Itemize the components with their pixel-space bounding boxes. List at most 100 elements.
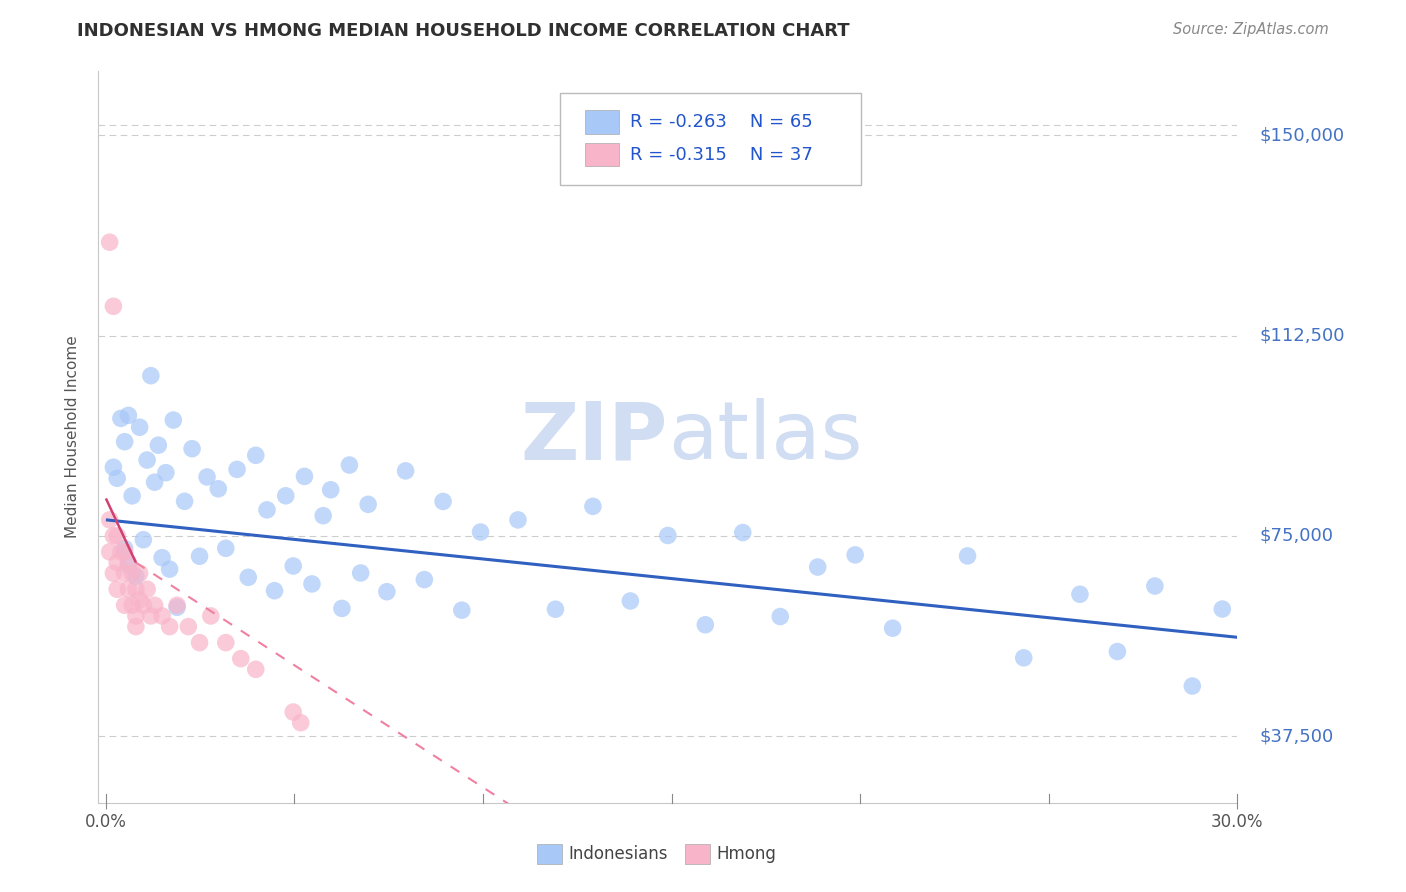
Point <box>103 529 125 543</box>
Point <box>117 409 139 423</box>
Point <box>506 513 529 527</box>
Point <box>290 715 312 730</box>
Point <box>150 550 173 565</box>
Point <box>125 569 148 583</box>
Point <box>110 545 132 559</box>
Point <box>394 464 416 478</box>
Point <box>105 582 128 597</box>
Text: $150,000: $150,000 <box>1260 127 1346 145</box>
Point <box>155 466 177 480</box>
Point <box>432 494 454 508</box>
Point <box>103 299 125 313</box>
Point <box>229 651 252 665</box>
Text: Hmong: Hmong <box>717 845 776 863</box>
Point <box>195 470 218 484</box>
Text: INDONESIAN VS HMONG MEDIAN HOUSEHOLD INCOME CORRELATION CHART: INDONESIAN VS HMONG MEDIAN HOUSEHOLD INC… <box>77 22 851 40</box>
Point <box>98 513 121 527</box>
Point <box>98 235 121 250</box>
Point <box>114 545 136 559</box>
Point <box>350 566 373 580</box>
Point <box>1181 679 1204 693</box>
Text: R = -0.315    N = 37: R = -0.315 N = 37 <box>630 145 813 164</box>
Point <box>132 599 155 613</box>
Point <box>238 570 260 584</box>
Point <box>125 582 148 597</box>
Point <box>121 566 143 581</box>
Point <box>103 566 125 581</box>
Point <box>695 617 717 632</box>
Point <box>150 609 173 624</box>
Point <box>117 558 139 572</box>
FancyBboxPatch shape <box>685 844 710 864</box>
Point <box>245 662 267 676</box>
Point <box>375 584 398 599</box>
Point <box>807 560 830 574</box>
Y-axis label: Median Household Income: Median Household Income <box>65 335 80 539</box>
Point <box>956 549 979 563</box>
Point <box>1012 650 1035 665</box>
Point <box>188 549 211 564</box>
Point <box>215 635 238 649</box>
Point <box>128 593 150 607</box>
Point <box>121 599 143 613</box>
Point <box>283 559 305 574</box>
Point <box>139 368 162 383</box>
FancyBboxPatch shape <box>585 110 619 134</box>
Point <box>98 545 121 559</box>
Point <box>207 482 229 496</box>
Point <box>105 471 128 485</box>
Point <box>188 635 211 649</box>
Point <box>166 600 188 615</box>
Text: Source: ZipAtlas.com: Source: ZipAtlas.com <box>1173 22 1329 37</box>
Point <box>844 548 866 562</box>
Point <box>159 562 181 576</box>
Point <box>274 489 297 503</box>
Point <box>544 602 567 616</box>
Point <box>136 453 159 467</box>
Point <box>263 583 285 598</box>
Point <box>125 619 148 633</box>
Point <box>143 599 166 613</box>
Point <box>114 434 136 449</box>
Point <box>582 500 605 514</box>
Point <box>177 619 200 633</box>
Point <box>181 442 204 456</box>
Point <box>173 494 195 508</box>
Point <box>117 556 139 570</box>
Text: $112,500: $112,500 <box>1260 326 1346 344</box>
Point <box>470 524 492 539</box>
Point <box>1107 644 1129 658</box>
Point <box>148 438 170 452</box>
Point <box>357 497 380 511</box>
Text: $75,000: $75,000 <box>1260 527 1334 545</box>
Point <box>110 411 132 425</box>
Point <box>200 609 222 624</box>
FancyBboxPatch shape <box>537 844 562 864</box>
Point <box>339 458 361 472</box>
Text: R = -0.263    N = 65: R = -0.263 N = 65 <box>630 112 813 131</box>
Point <box>139 609 162 624</box>
Point <box>769 609 792 624</box>
Point <box>105 529 128 543</box>
Point <box>105 556 128 570</box>
Point <box>103 460 125 475</box>
Point <box>256 503 278 517</box>
Point <box>413 573 436 587</box>
Point <box>159 619 181 633</box>
Point <box>117 582 139 597</box>
Point <box>114 599 136 613</box>
Point <box>215 541 238 556</box>
Point <box>319 483 342 497</box>
Point <box>1143 579 1166 593</box>
Point <box>1069 587 1091 601</box>
Point <box>294 469 316 483</box>
Point <box>121 489 143 503</box>
Point <box>301 577 323 591</box>
Point <box>125 609 148 624</box>
Point <box>226 462 249 476</box>
Text: Indonesians: Indonesians <box>569 845 668 863</box>
Point <box>128 566 150 581</box>
Point <box>143 475 166 490</box>
Point <box>114 566 136 581</box>
Point <box>245 448 267 462</box>
